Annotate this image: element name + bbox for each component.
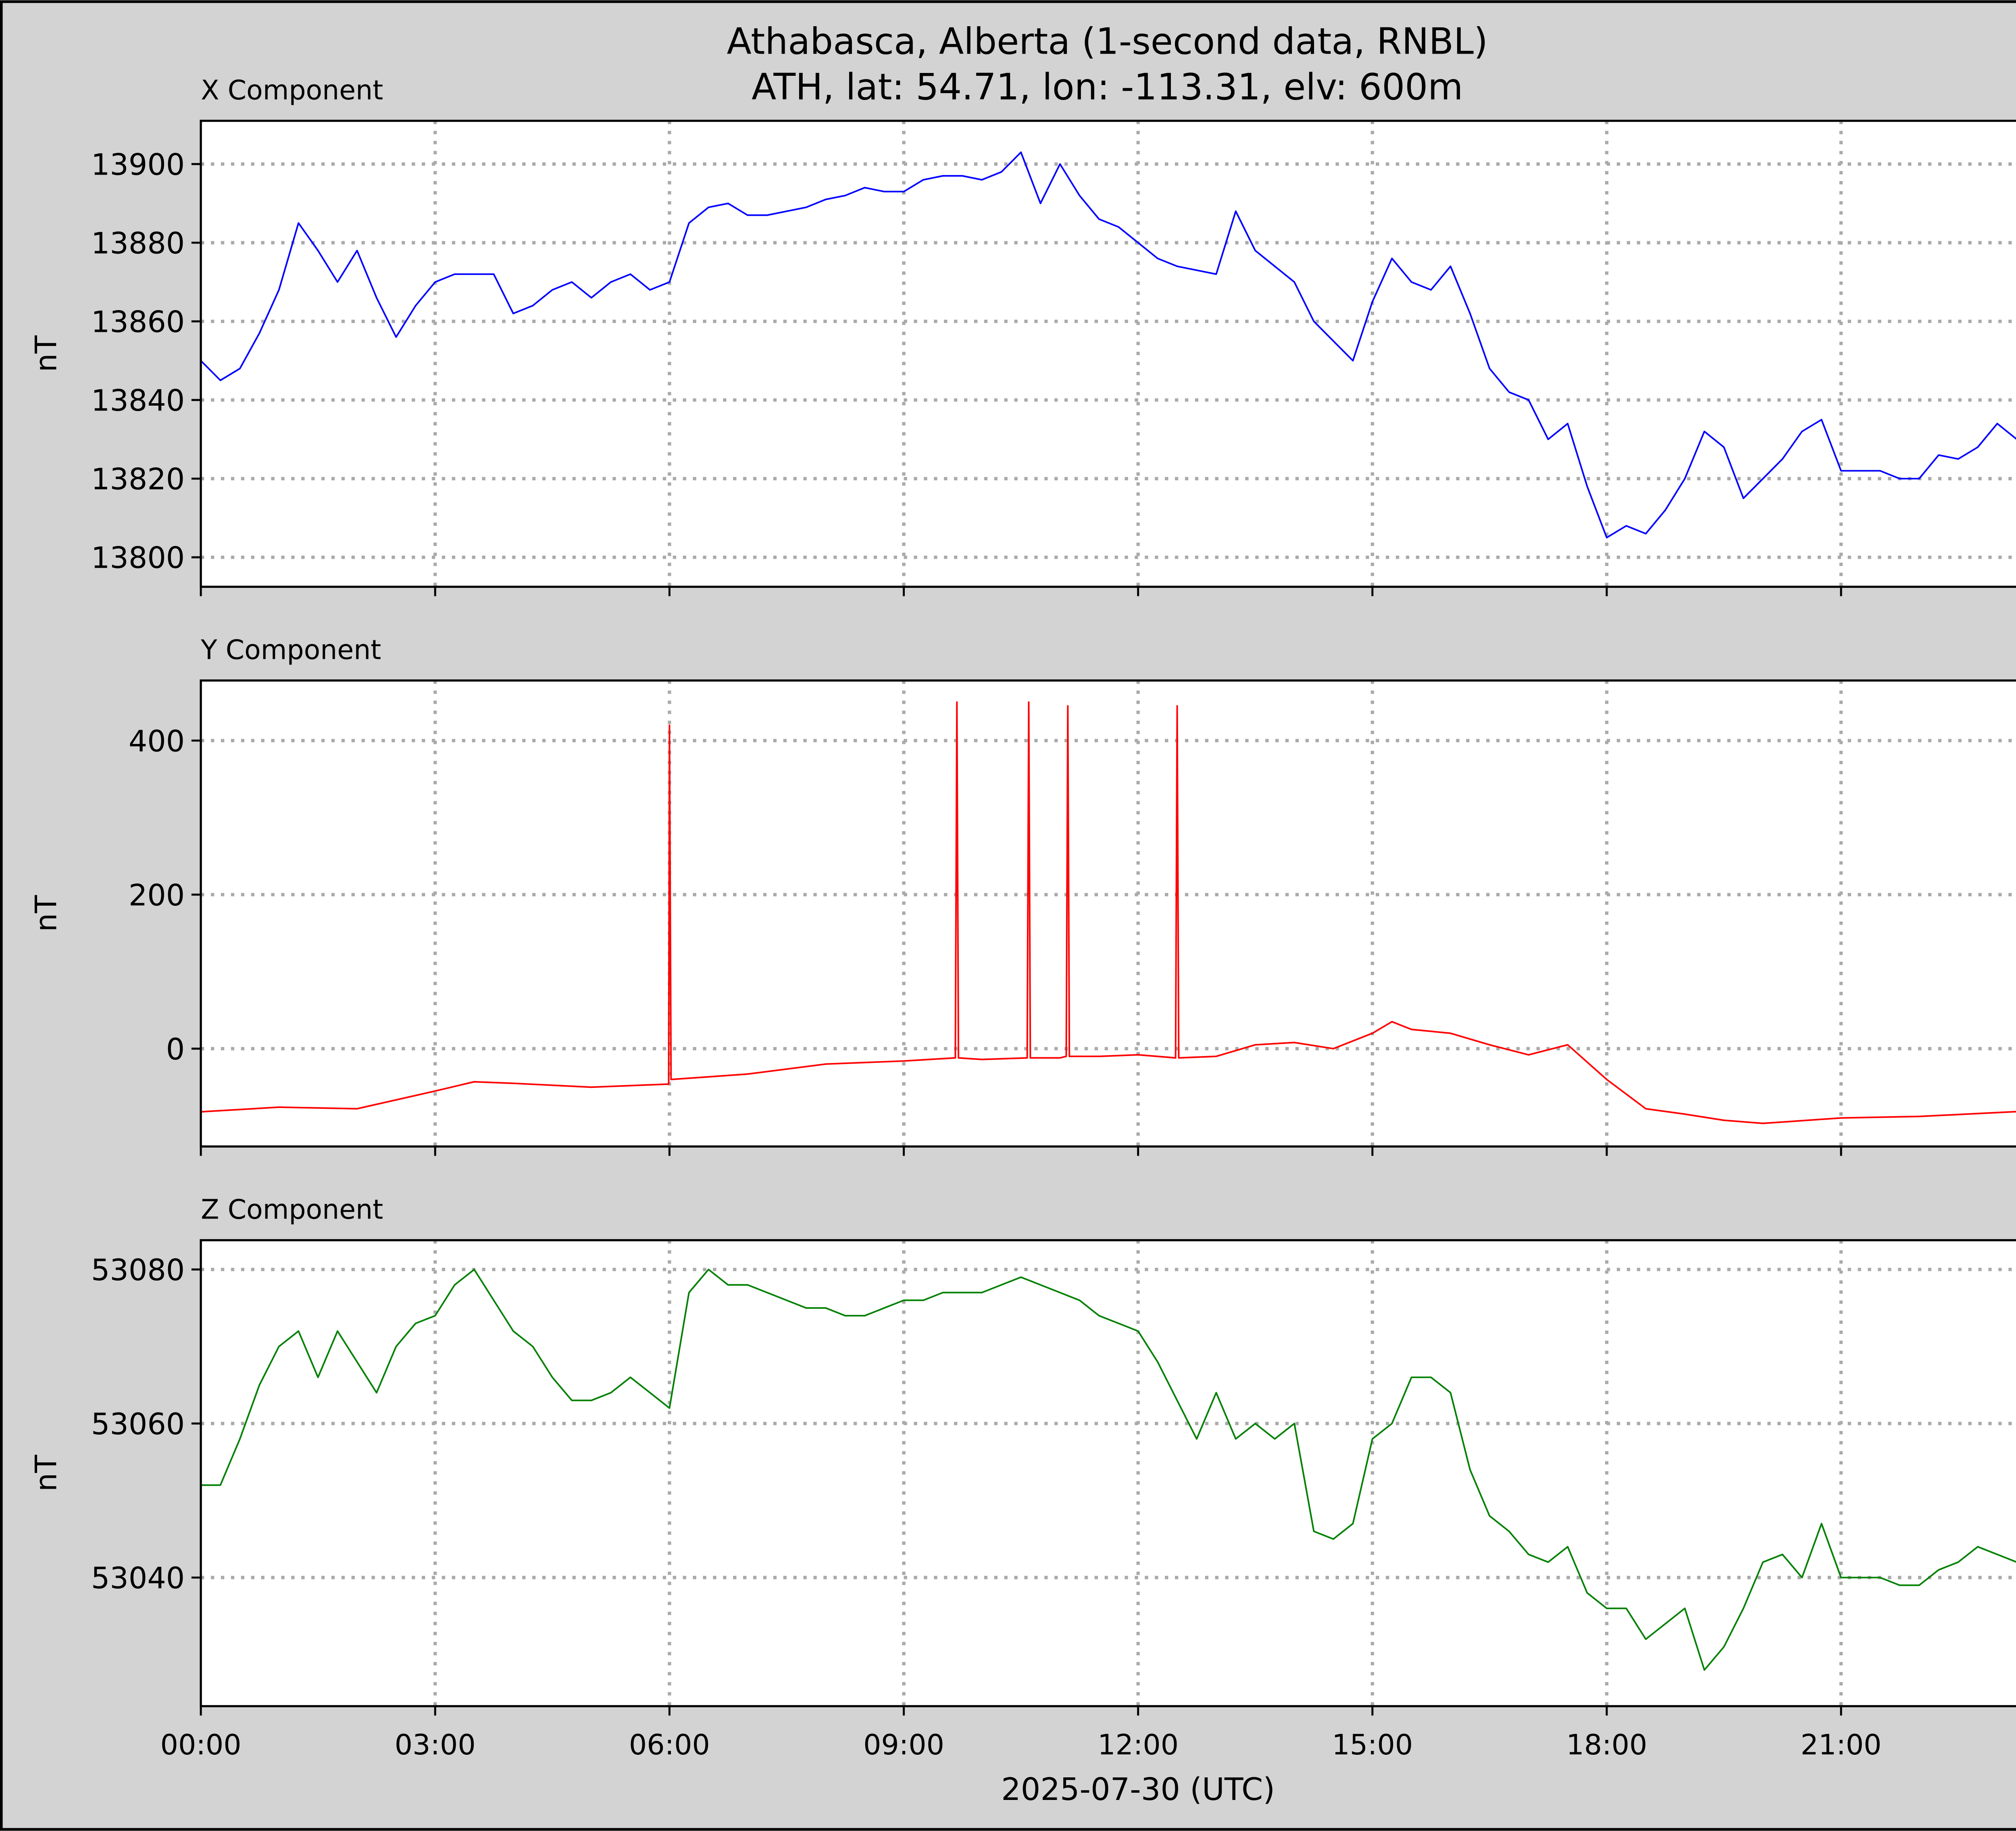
x-tick-label: 21:00 xyxy=(1801,1729,1882,1761)
figure-title: Athabasca, Alberta (1-second data, RNBL) xyxy=(727,21,1488,63)
panel-title: X Component xyxy=(201,74,383,106)
x-tick-label: 06:00 xyxy=(629,1729,710,1761)
figure-subtitle: ATH, lat: 54.71, lon: -113.31, elv: 600m xyxy=(752,66,1463,108)
y-tick-label: 13860 xyxy=(91,305,185,340)
data-line xyxy=(201,701,2016,1125)
y-tick-label: 0 xyxy=(166,1032,185,1067)
y-tick-label: 13800 xyxy=(91,541,185,575)
data-line xyxy=(201,151,2016,539)
panel-title: Z Component xyxy=(201,1194,383,1225)
y-tick-label: 53060 xyxy=(91,1407,185,1441)
y-tick-label: 13820 xyxy=(91,462,185,497)
data-line xyxy=(201,1269,2016,1671)
y-axis-label: nT xyxy=(29,335,63,372)
plot-area xyxy=(201,1240,2016,1706)
y-axis-label: nT xyxy=(29,1455,63,1491)
y-tick-label: 400 xyxy=(129,724,185,758)
series-group xyxy=(201,1269,2016,1671)
x-tick-label: 15:00 xyxy=(1332,1729,1413,1761)
panel-title: Y Component xyxy=(200,634,381,666)
x-tick-label: 03:00 xyxy=(395,1729,476,1761)
series-group xyxy=(201,701,2016,1125)
x-tick-label: 00:00 xyxy=(160,1729,242,1761)
y-tick-label: 53040 xyxy=(91,1561,185,1596)
y-tick-label: 13900 xyxy=(91,148,185,182)
y-tick-label: 13840 xyxy=(91,384,185,418)
x-tick-label: 09:00 xyxy=(863,1729,944,1761)
x-tick-label: 18:00 xyxy=(1566,1729,1647,1761)
y-tick-label: 53080 xyxy=(91,1253,185,1287)
plot-area xyxy=(201,680,2016,1147)
plot-frame xyxy=(200,679,2016,1148)
y-axis-label: nT xyxy=(29,895,63,932)
series-group xyxy=(201,151,2016,539)
y-tick-label: 13880 xyxy=(91,226,185,260)
y-tick-label: 200 xyxy=(129,878,185,912)
x-axis-label: 2025-07-30 (UTC) xyxy=(1001,1772,1275,1808)
plot-frame xyxy=(200,1239,2016,1708)
x-tick-label: 12:00 xyxy=(1098,1729,1179,1761)
plot-frame xyxy=(200,119,2016,588)
plot-area xyxy=(201,121,2016,587)
